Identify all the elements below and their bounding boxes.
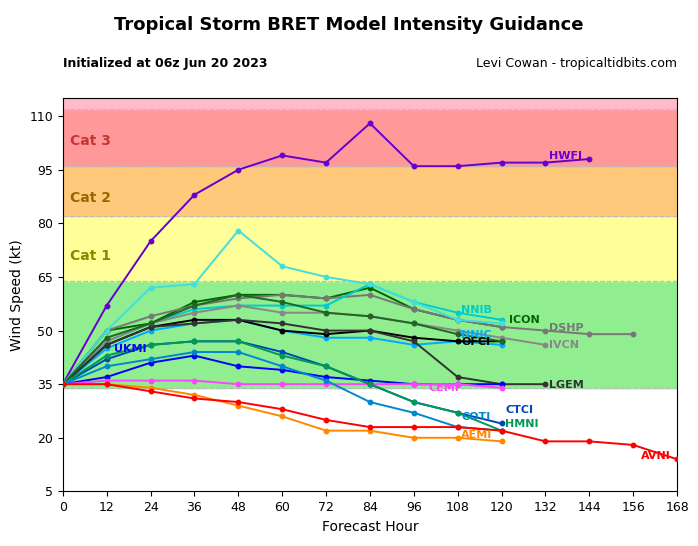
Text: OFCI: OFCI xyxy=(461,337,490,347)
Text: IVCN: IVCN xyxy=(549,341,579,351)
Text: AEMI: AEMI xyxy=(461,430,493,440)
Text: Cat 1: Cat 1 xyxy=(70,248,111,263)
Text: HWFI: HWFI xyxy=(549,151,582,161)
Text: Tropical Storm BRET Model Intensity Guidance: Tropical Storm BRET Model Intensity Guid… xyxy=(114,16,584,34)
X-axis label: Forecast Hour: Forecast Hour xyxy=(322,520,418,533)
Bar xyxy=(63,98,677,109)
Bar xyxy=(63,109,677,166)
Text: Levi Cowan - tropicaltidbits.com: Levi Cowan - tropicaltidbits.com xyxy=(476,57,677,70)
Text: NNIB: NNIB xyxy=(461,305,492,314)
Bar xyxy=(63,166,677,216)
Text: Cat 2: Cat 2 xyxy=(70,191,111,205)
Bar xyxy=(63,281,677,388)
Text: UKMI: UKMI xyxy=(114,344,147,354)
Y-axis label: Wind Speed (kt): Wind Speed (kt) xyxy=(10,239,24,351)
Text: DSHP: DSHP xyxy=(549,323,584,333)
Text: CTCI: CTCI xyxy=(505,405,533,415)
Text: LGEM: LGEM xyxy=(549,380,584,390)
Text: AVNI: AVNI xyxy=(641,451,670,461)
Bar xyxy=(63,216,677,281)
Text: CEMI: CEMI xyxy=(429,383,459,393)
Text: HMNI: HMNI xyxy=(505,419,539,429)
Text: Cat 3: Cat 3 xyxy=(70,134,111,148)
Bar xyxy=(63,388,677,491)
Text: NNIC: NNIC xyxy=(461,330,492,340)
Text: ICON: ICON xyxy=(509,316,540,325)
Text: COTI: COTI xyxy=(461,412,491,422)
Text: Initialized at 06z Jun 20 2023: Initialized at 06z Jun 20 2023 xyxy=(63,57,267,70)
